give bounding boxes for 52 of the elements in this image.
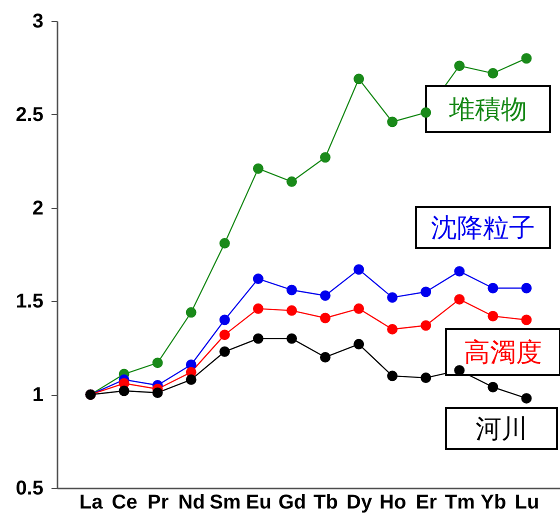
x-tick-label: Gd (278, 492, 306, 514)
y-tick-label: 2.5 (16, 104, 44, 126)
point (454, 294, 465, 305)
point (387, 324, 398, 334)
x-tick-label: Ho (379, 492, 406, 514)
point (521, 53, 532, 64)
point (420, 320, 432, 331)
point (387, 292, 398, 303)
point (252, 274, 264, 284)
x-tick-label: Eu (246, 492, 272, 514)
point (420, 286, 432, 298)
series-label: 沈降粒子 (431, 214, 535, 244)
point (521, 282, 532, 294)
point (354, 264, 364, 275)
y-tick-label: 3 (32, 10, 44, 32)
point (354, 74, 364, 84)
point (354, 303, 364, 314)
point (286, 176, 297, 187)
point (320, 290, 331, 301)
point (387, 116, 398, 128)
point (488, 68, 498, 79)
point (286, 284, 297, 296)
point (320, 152, 331, 163)
y-tick-label: 1 (32, 384, 44, 406)
y-tick-label: 0.5 (16, 478, 44, 500)
point (219, 314, 230, 326)
x-tick-label: Ce (112, 492, 138, 514)
x-tick-label: Yb (480, 492, 506, 514)
x-tick-label: Sm (210, 492, 241, 514)
x-tick-label: Pr (148, 492, 169, 514)
point (320, 312, 331, 324)
x-tick-label: Er (416, 492, 438, 514)
series-label: 堆積物 (448, 95, 527, 125)
x-tick-label: Tb (314, 492, 338, 514)
point (454, 266, 465, 277)
series-label: 河川 (476, 414, 528, 444)
point (252, 303, 264, 314)
point (219, 238, 230, 249)
y-tick-label: 1.5 (16, 290, 44, 313)
point (186, 307, 196, 318)
x-tick-label: Nd (178, 492, 205, 514)
point (488, 282, 498, 294)
x-tick-label: Dy (346, 492, 373, 514)
point (521, 314, 532, 326)
point (454, 60, 465, 72)
point (488, 310, 498, 322)
point (252, 163, 264, 174)
y-tick-label: 2 (32, 197, 44, 220)
x-tick-label: La (79, 492, 104, 514)
point (286, 305, 297, 316)
x-tick-label: Tm (444, 492, 475, 514)
x-tick-label: Lu (514, 492, 540, 514)
